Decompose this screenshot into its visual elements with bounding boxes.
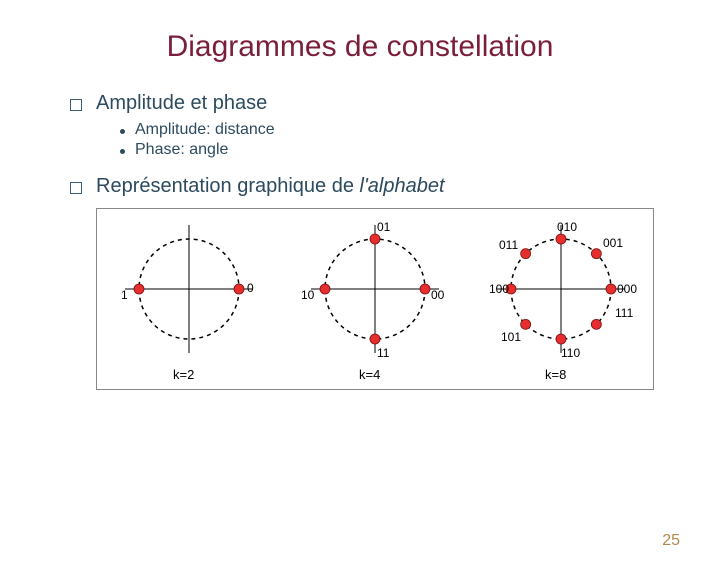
svg-text:111: 111	[615, 306, 634, 320]
sub-bullet-2: Phase: angle	[120, 141, 670, 159]
svg-text:11: 11	[377, 346, 390, 360]
svg-text:10: 10	[301, 288, 315, 302]
square-bullet-icon	[70, 182, 82, 194]
constellation-diagram: 01k=200011011k=4000001010011100101110111…	[96, 208, 654, 390]
svg-text:011: 011	[499, 238, 518, 252]
slide-content: Amplitude et phase Amplitude: distance P…	[0, 92, 720, 390]
page-number: 25	[662, 532, 680, 550]
dot-bullet-icon	[120, 129, 125, 134]
bullet-1: Amplitude et phase	[70, 92, 670, 115]
bullet-2: Représentation graphique de l'alphabet	[70, 175, 670, 198]
dot-bullet-icon	[120, 149, 125, 154]
svg-text:110: 110	[561, 346, 580, 360]
svg-text:0: 0	[247, 281, 254, 295]
svg-text:101: 101	[501, 330, 521, 344]
bullet-2-italic: l'alphabet	[360, 175, 445, 197]
bullet-2-prefix: Représentation graphique de	[96, 175, 360, 197]
square-bullet-icon	[70, 99, 82, 111]
svg-text:100: 100	[489, 282, 509, 296]
constellation-svg: 01k=200011011k=4000001010011100101110111…	[97, 209, 653, 389]
bullet-2-text: Représentation graphique de l'alphabet	[96, 175, 445, 198]
svg-text:00: 00	[431, 288, 445, 302]
sub-bullet-2-text: Phase: angle	[135, 141, 228, 159]
svg-text:k=4: k=4	[359, 367, 380, 382]
svg-text:000: 000	[617, 282, 637, 296]
slide-title: Diagrammes de constellation	[0, 30, 720, 64]
sub-bullet-1: Amplitude: distance	[120, 121, 670, 139]
svg-text:k=2: k=2	[173, 367, 194, 382]
svg-text:01: 01	[377, 220, 391, 234]
sub-bullet-list: Amplitude: distance Phase: angle	[70, 121, 670, 159]
svg-text:k=8: k=8	[545, 367, 566, 382]
svg-text:1: 1	[121, 288, 128, 302]
svg-text:001: 001	[603, 236, 623, 250]
svg-text:010: 010	[557, 220, 577, 234]
bullet-1-text: Amplitude et phase	[96, 92, 267, 115]
sub-bullet-1-text: Amplitude: distance	[135, 121, 275, 139]
